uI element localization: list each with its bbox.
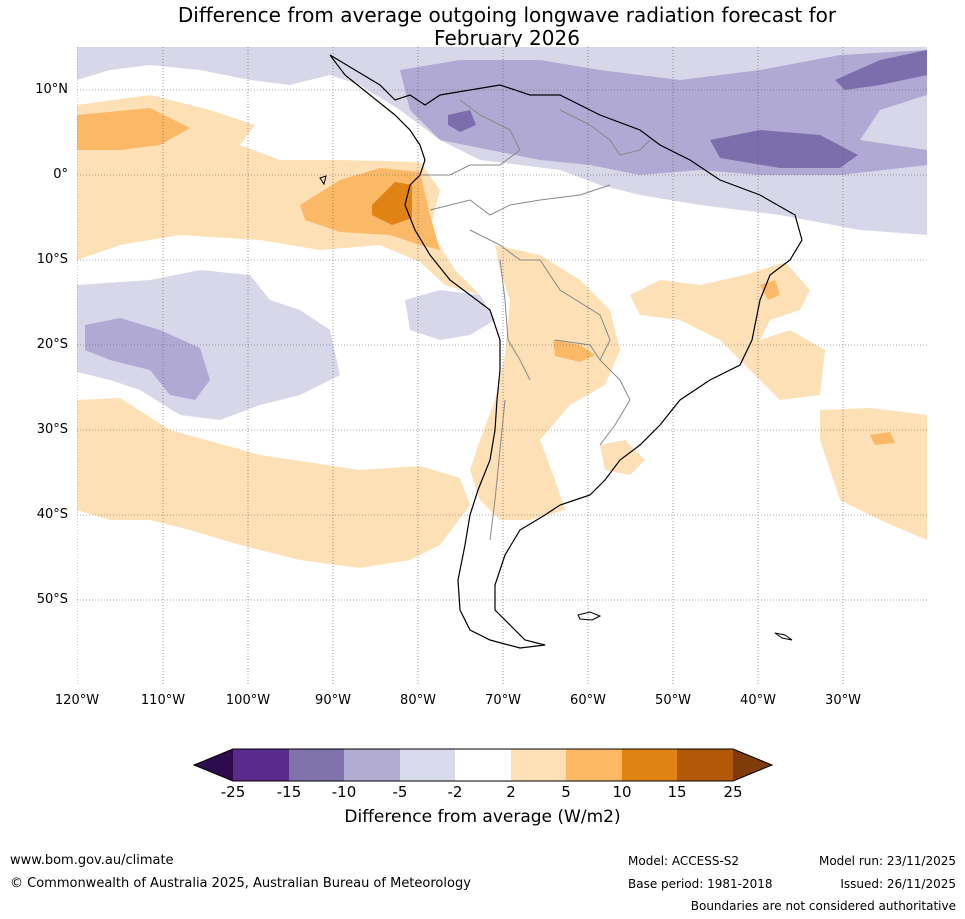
falkland-islands [577, 611, 602, 621]
lon-label-110w: 110°W [140, 693, 186, 708]
lon-label-60w: 60°W [570, 693, 606, 708]
colorbar-bin-3 [344, 749, 400, 781]
lat-label-50s: 50°S [36, 592, 68, 607]
colorbar-extend-low [194, 749, 233, 781]
south-georgia [774, 632, 793, 641]
moderate-positive-spot-paraguay [553, 340, 595, 362]
galapagos-islands [319, 175, 327, 186]
lon-label-70w: 70°W [485, 693, 521, 708]
colorbar-bin-9 [677, 749, 733, 781]
chart-title: Difference from average outgoing longwav… [0, 4, 965, 50]
weak-positive-region-continent [470, 245, 620, 520]
strong-positive-region-ecuador [372, 182, 412, 225]
colorbar-tick: 5 [561, 783, 571, 801]
footer-copyright: © Commonwealth of Australia 2025, Austra… [10, 876, 471, 891]
south-america-coastline [329, 54, 803, 649]
colorbar-bin-2 [289, 749, 344, 781]
colorbar-tick: 10 [612, 783, 632, 801]
graticule [77, 47, 927, 685]
footer-base-period: Base period: 1981-2018 [628, 877, 773, 891]
lat-label-10n: 10°N [35, 82, 68, 97]
weak-negative-region-pacific [77, 270, 340, 420]
colorbar-tick: -25 [220, 783, 246, 801]
lon-label-90w: 90°W [315, 693, 351, 708]
title-line-1: Difference from average outgoing longwav… [177, 3, 837, 27]
colorbar-extend-high [733, 749, 772, 781]
moderate-positive-spot-brazil [760, 280, 780, 300]
lat-label-10s: 10°S [36, 252, 68, 267]
footer-model-run: Model run: 23/11/2025 [818, 854, 956, 868]
colorbar [192, 748, 774, 782]
weak-positive-region-southatlantic [820, 408, 927, 540]
colorbar-tick: -15 [276, 783, 302, 801]
lon-label-120w: 120°W [54, 693, 100, 708]
lon-label-80w: 80°W [400, 693, 436, 708]
colorbar-tick: -5 [392, 783, 408, 801]
colorbar-tick: 2 [506, 783, 516, 801]
moderate-negative-region-pacific [85, 318, 210, 400]
lon-label-40w: 40°W [740, 693, 776, 708]
colorbar-bin-5 [455, 749, 511, 781]
lon-label-30w: 30°W [825, 693, 861, 708]
country-borders [420, 99, 651, 541]
footer-website: www.bom.gov.au/climate [10, 853, 174, 868]
colorbar-bin-8 [622, 749, 677, 781]
lon-label-100w: 100°W [225, 693, 271, 708]
lat-label-0: 0° [53, 167, 68, 182]
colorbar-tick: -2 [447, 783, 463, 801]
colorbar-tick: 15 [667, 783, 687, 801]
lat-label-30s: 30°S [36, 422, 68, 437]
footer-model: Model: ACCESS-S2 [628, 854, 740, 868]
strong-negative-region-northeast [835, 50, 927, 90]
strong-negative-region-north [710, 130, 858, 168]
colorbar-bin-7 [566, 749, 622, 781]
colorbar-tick: 25 [723, 783, 743, 801]
weak-negative-region-southpacific [405, 290, 495, 340]
moderate-positive-spot-atlantic [870, 432, 895, 445]
colorbar-tick: -10 [331, 783, 357, 801]
lat-label-20s: 20°S [36, 337, 68, 352]
colorbar-bin-4 [400, 749, 455, 781]
strong-negative-spot-venezuela [448, 110, 476, 132]
weak-positive-region-southpacific [77, 398, 470, 568]
footer-disclaimer: Boundaries are not considered authoritat… [690, 899, 956, 913]
title-line-2: February 2026 [434, 26, 580, 50]
footer-issued: Issued: 26/11/2025 [840, 877, 956, 891]
colorbar-bin-6 [511, 749, 566, 781]
colorbar-bin-1 [233, 749, 289, 781]
lon-label-50w: 50°W [655, 693, 691, 708]
lat-label-40s: 40°S [36, 507, 68, 522]
colorbar-label: Difference from average (W/m2) [344, 807, 621, 827]
anomaly-field [77, 47, 927, 685]
moderate-positive-region-west [77, 108, 190, 150]
weak-positive-region-equatorial-pacific [77, 95, 480, 295]
